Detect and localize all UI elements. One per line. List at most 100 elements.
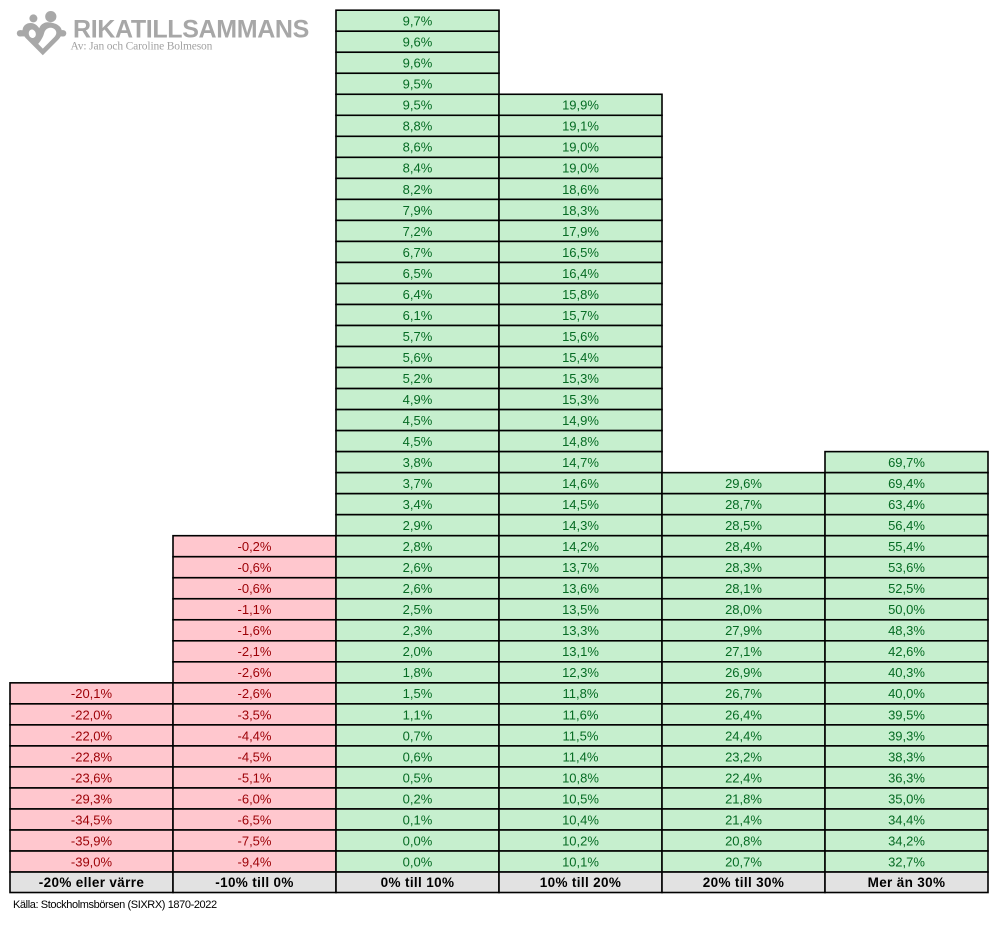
svg-text:18,6%: 18,6%: [562, 182, 599, 197]
svg-text:-6,0%: -6,0%: [238, 791, 272, 806]
svg-text:15,3%: 15,3%: [562, 371, 599, 386]
svg-text:13,1%: 13,1%: [562, 644, 599, 659]
svg-text:1,1%: 1,1%: [403, 707, 433, 722]
svg-text:2,3%: 2,3%: [403, 623, 433, 638]
svg-text:-0,2%: -0,2%: [238, 539, 272, 554]
svg-text:-39,0%: -39,0%: [71, 854, 113, 869]
svg-text:40,3%: 40,3%: [888, 665, 925, 680]
svg-text:10,1%: 10,1%: [562, 854, 599, 869]
svg-text:13,6%: 13,6%: [562, 581, 599, 596]
svg-text:3,7%: 3,7%: [403, 476, 433, 491]
svg-text:10,5%: 10,5%: [562, 791, 599, 806]
svg-text:26,7%: 26,7%: [725, 686, 762, 701]
svg-text:15,6%: 15,6%: [562, 329, 599, 344]
svg-text:38,3%: 38,3%: [888, 749, 925, 764]
svg-text:-3,5%: -3,5%: [238, 707, 272, 722]
svg-text:-20% eller värre: -20% eller värre: [39, 875, 145, 890]
svg-text:19,9%: 19,9%: [562, 98, 599, 113]
svg-text:10% till 20%: 10% till 20%: [540, 875, 622, 890]
svg-text:-4,4%: -4,4%: [238, 728, 272, 743]
svg-text:39,5%: 39,5%: [888, 707, 925, 722]
svg-text:9,6%: 9,6%: [403, 35, 433, 50]
svg-text:RIKATILLSAMMANS: RIKATILLSAMMANS: [73, 15, 309, 43]
svg-text:5,2%: 5,2%: [403, 371, 433, 386]
svg-text:20% till 30%: 20% till 30%: [703, 875, 785, 890]
svg-text:26,9%: 26,9%: [725, 665, 762, 680]
svg-text:Källa: Stockholmsbörsen (SIXRX: Källa: Stockholmsbörsen (SIXRX) 1870-202…: [13, 899, 217, 911]
svg-text:20,8%: 20,8%: [725, 833, 762, 848]
svg-text:-22,0%: -22,0%: [71, 728, 113, 743]
svg-text:-35,9%: -35,9%: [71, 833, 113, 848]
svg-text:6,4%: 6,4%: [403, 287, 433, 302]
svg-text:12,3%: 12,3%: [562, 665, 599, 680]
svg-text:-34,5%: -34,5%: [71, 812, 113, 827]
svg-text:-6,5%: -6,5%: [238, 812, 272, 827]
svg-text:-1,1%: -1,1%: [238, 602, 272, 617]
svg-text:16,5%: 16,5%: [562, 245, 599, 260]
svg-text:14,5%: 14,5%: [562, 497, 599, 512]
svg-text:8,2%: 8,2%: [403, 182, 433, 197]
svg-text:21,8%: 21,8%: [725, 791, 762, 806]
svg-text:14,2%: 14,2%: [562, 539, 599, 554]
svg-text:4,9%: 4,9%: [403, 392, 433, 407]
svg-text:39,3%: 39,3%: [888, 728, 925, 743]
svg-text:Av: Jan och Caroline Bolmeson: Av: Jan och Caroline Bolmeson: [71, 40, 213, 52]
svg-text:6,5%: 6,5%: [403, 266, 433, 281]
svg-text:10,2%: 10,2%: [562, 833, 599, 848]
svg-text:13,7%: 13,7%: [562, 560, 599, 575]
svg-text:0,7%: 0,7%: [403, 728, 433, 743]
svg-text:-20,1%: -20,1%: [71, 686, 113, 701]
svg-text:-2,6%: -2,6%: [238, 665, 272, 680]
svg-text:19,0%: 19,0%: [562, 161, 599, 176]
svg-text:40,0%: 40,0%: [888, 686, 925, 701]
svg-text:55,4%: 55,4%: [888, 539, 925, 554]
svg-text:5,7%: 5,7%: [403, 329, 433, 344]
svg-text:28,4%: 28,4%: [725, 539, 762, 554]
svg-text:8,8%: 8,8%: [403, 119, 433, 134]
svg-text:1,5%: 1,5%: [403, 686, 433, 701]
svg-text:0,2%: 0,2%: [403, 791, 433, 806]
svg-text:2,6%: 2,6%: [403, 560, 433, 575]
svg-text:-22,8%: -22,8%: [71, 749, 113, 764]
svg-text:15,8%: 15,8%: [562, 287, 599, 302]
svg-text:35,0%: 35,0%: [888, 791, 925, 806]
svg-text:1,8%: 1,8%: [403, 665, 433, 680]
svg-text:2,5%: 2,5%: [403, 602, 433, 617]
svg-text:-2,6%: -2,6%: [238, 686, 272, 701]
svg-text:9,6%: 9,6%: [403, 56, 433, 71]
svg-text:14,8%: 14,8%: [562, 434, 599, 449]
svg-text:10,8%: 10,8%: [562, 770, 599, 785]
svg-text:7,2%: 7,2%: [403, 224, 433, 239]
svg-text:-29,3%: -29,3%: [71, 791, 113, 806]
svg-text:26,4%: 26,4%: [725, 707, 762, 722]
svg-text:28,7%: 28,7%: [725, 497, 762, 512]
svg-text:50,0%: 50,0%: [888, 602, 925, 617]
svg-text:-2,1%: -2,1%: [238, 644, 272, 659]
svg-text:28,5%: 28,5%: [725, 518, 762, 533]
svg-text:69,7%: 69,7%: [888, 455, 925, 470]
svg-text:15,4%: 15,4%: [562, 350, 599, 365]
svg-text:19,1%: 19,1%: [562, 119, 599, 134]
svg-text:14,3%: 14,3%: [562, 518, 599, 533]
svg-text:52,5%: 52,5%: [888, 581, 925, 596]
svg-text:Mer än 30%: Mer än 30%: [868, 875, 946, 890]
svg-text:-10% till 0%: -10% till 0%: [215, 875, 293, 890]
svg-text:69,4%: 69,4%: [888, 476, 925, 491]
svg-text:-4,5%: -4,5%: [238, 749, 272, 764]
svg-text:63,4%: 63,4%: [888, 497, 925, 512]
svg-text:6,7%: 6,7%: [403, 245, 433, 260]
svg-text:48,3%: 48,3%: [888, 623, 925, 638]
svg-text:8,6%: 8,6%: [403, 140, 433, 155]
svg-text:53,6%: 53,6%: [888, 560, 925, 575]
svg-text:18,3%: 18,3%: [562, 203, 599, 218]
svg-text:0% till 10%: 0% till 10%: [381, 875, 455, 890]
svg-text:14,9%: 14,9%: [562, 413, 599, 428]
svg-text:2,9%: 2,9%: [403, 518, 433, 533]
svg-text:11,6%: 11,6%: [563, 707, 599, 722]
svg-text:0,5%: 0,5%: [403, 770, 433, 785]
svg-text:22,4%: 22,4%: [725, 770, 762, 785]
svg-text:11,8%: 11,8%: [563, 686, 599, 701]
svg-text:2,8%: 2,8%: [403, 539, 433, 554]
svg-text:9,5%: 9,5%: [403, 98, 433, 113]
svg-text:2,0%: 2,0%: [403, 644, 433, 659]
